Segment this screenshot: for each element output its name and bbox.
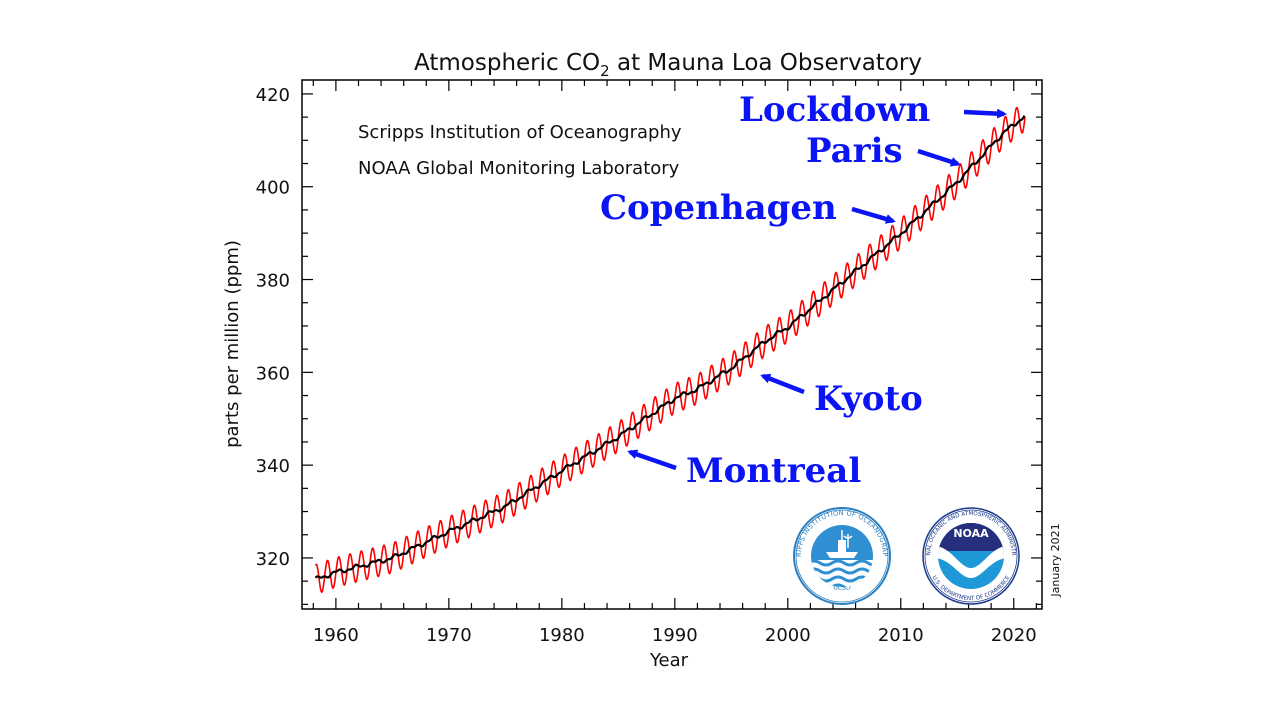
x-tick-labels: 1960 1970 1980 1990 2000 2010 2020: [313, 625, 1037, 646]
plot-frame: [301, 79, 1043, 610]
annotation-kyoto: Kyoto: [760, 373, 923, 419]
x-tick-label: 2000: [765, 625, 811, 646]
annotation-arrow-copenhagen: [851, 206, 896, 224]
y-tick-label: 380: [256, 271, 290, 292]
annotation-label-lockdown: Lockdown: [739, 90, 930, 130]
y-tick-label: 360: [256, 363, 290, 384]
svg-text:UCSD: UCSD: [832, 583, 851, 592]
date-stamp: January 2021: [1049, 523, 1062, 597]
y-tick-labels: 320 340 360 380 400 420: [256, 85, 290, 570]
x-tick-label: 2020: [991, 625, 1037, 646]
annotation-arrow-montreal: [627, 449, 677, 471]
chart-title-main: Atmospheric CO: [414, 50, 600, 76]
attribution-scripps: Scripps Institution of Oceanography: [358, 122, 682, 143]
annotation-montreal: Montreal: [627, 449, 861, 491]
x-axis-label: Year: [649, 650, 689, 671]
annotation-label-montreal: Montreal: [686, 451, 861, 491]
y-tick-label: 400: [256, 178, 290, 199]
y-tick-label: 320: [256, 549, 290, 570]
noaa-center-text: NOAA: [953, 527, 989, 540]
annotation-arrow-paris: [917, 148, 961, 167]
x-tick-label: 2010: [878, 625, 924, 646]
series-trend: [314, 115, 1026, 579]
annotation-label-kyoto: Kyoto: [814, 379, 923, 419]
annotation-paris: Paris: [806, 131, 961, 171]
annotation-arrow-kyoto: [760, 373, 805, 395]
series-seasonal-cycle: [314, 106, 1026, 594]
chart-title-suffix: at Mauna Loa Observatory: [610, 50, 922, 76]
annotation-copenhagen: Copenhagen: [600, 188, 896, 228]
y-axis-label: parts per million (ppm): [222, 240, 243, 448]
annotation-label-paris: Paris: [806, 131, 903, 171]
black-trend-line: [314, 115, 1026, 579]
red-monthly-co2-line: [314, 106, 1026, 594]
annotation-arrow-lockdown: [963, 108, 1007, 119]
y-tick-label: 420: [256, 85, 290, 106]
chart-title-subscript: 2: [600, 62, 610, 80]
scripps-bottom-text: UCSD: [832, 583, 851, 592]
chart-title: Atmospheric CO2 at Mauna Loa Observatory: [414, 50, 922, 80]
annotation-lockdown: Lockdown: [739, 90, 1007, 130]
y-tick-label: 340: [256, 456, 290, 477]
x-tick-label: 1960: [313, 625, 359, 646]
attribution-noaa: NOAA Global Monitoring Laboratory: [358, 158, 680, 179]
x-tick-label: 1970: [426, 625, 472, 646]
annotation-label-copenhagen: Copenhagen: [600, 188, 837, 228]
x-tick-label: 1990: [652, 625, 698, 646]
x-tick-label: 1980: [539, 625, 585, 646]
